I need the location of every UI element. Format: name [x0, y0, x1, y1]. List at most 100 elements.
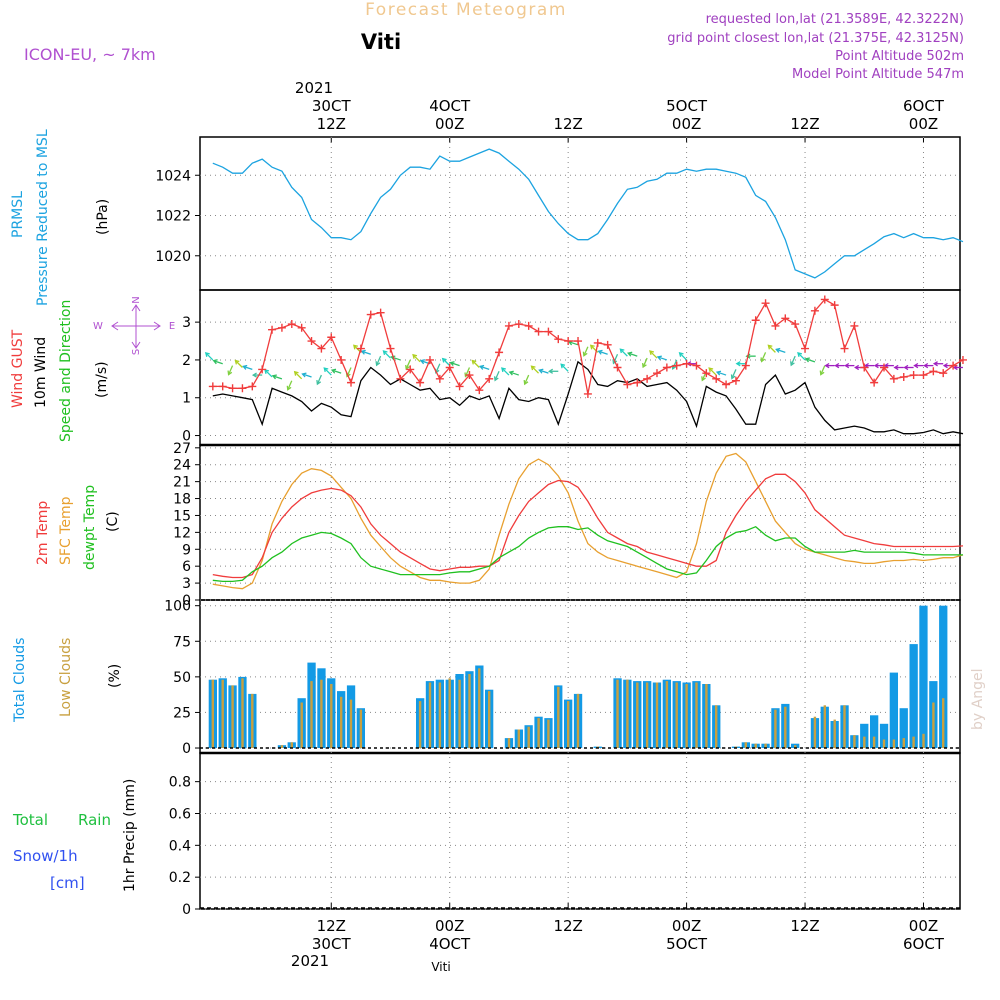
wind-speed-dir-label: Speed and Direction — [58, 300, 74, 442]
wind-direction-arrow — [376, 355, 382, 366]
wind-gust-marker — [485, 374, 494, 383]
compass-west: W — [93, 321, 103, 332]
wind-direction-arrow — [287, 380, 293, 390]
y-tick-label: 1020 — [155, 249, 191, 265]
low-clouds-bar — [833, 719, 836, 749]
low-clouds-bar — [922, 733, 925, 748]
bottom-time-label: 00Z — [909, 917, 938, 935]
top-time-label: 12Z — [553, 115, 582, 133]
wind-direction-arrow — [568, 341, 579, 346]
wind-direction-arrow — [442, 358, 451, 367]
wind-direction-arrow — [776, 348, 786, 353]
low-clouds-bar — [675, 682, 678, 748]
wind-direction-arrow — [302, 373, 312, 378]
wind-direction-arrow — [628, 352, 638, 357]
wind-arrow-head — [508, 370, 514, 376]
wind-arrow-head — [767, 344, 773, 350]
top-time-label: 00Z — [435, 115, 464, 133]
low-clouds-bar — [330, 684, 333, 748]
low-clouds-bar — [280, 745, 284, 748]
wind-gust-marker — [939, 369, 948, 378]
wind-arrow-head — [204, 351, 210, 357]
wind-arrow-head — [708, 367, 714, 373]
temp-unit: (C) — [105, 511, 121, 532]
precip-snow-label: Snow/1h — [13, 847, 78, 865]
bottom-date-label: 4OCT — [429, 935, 471, 953]
wind-unit: (m/s) — [94, 361, 110, 398]
wind-gust-marker — [583, 389, 592, 398]
wind-gust-marker — [771, 321, 780, 330]
wind-arrow-head — [775, 347, 781, 353]
top-date-label: 4OCT — [429, 97, 471, 115]
pressure-unit: (hPa) — [95, 199, 111, 235]
low-clouds-bar — [616, 679, 619, 748]
wind-gust-marker — [228, 384, 237, 393]
wind-gust-marker — [741, 361, 750, 370]
dewpoint-line — [212, 525, 963, 583]
wind-arrow-head — [932, 361, 938, 367]
wind-gust-marker — [870, 378, 879, 387]
wind-gust-marker — [435, 374, 444, 383]
low-clouds-bar — [251, 693, 254, 748]
y-tick-label: 24 — [173, 458, 191, 474]
total-clouds-label: Total Clouds — [12, 638, 28, 723]
y-tick-label: 27 — [173, 441, 191, 457]
wind-gust-marker — [347, 378, 356, 387]
low-clouds-bar — [685, 684, 688, 748]
wind-direction-arrow — [471, 360, 480, 368]
low-clouds-bar — [310, 681, 313, 748]
wind-gust-marker — [248, 382, 257, 391]
wind-arrow-head — [286, 385, 292, 391]
total-clouds-bar — [870, 715, 879, 748]
low-clouds-bar — [448, 678, 451, 748]
wind-direction-arrow — [598, 350, 608, 355]
y-tick-label: 0.2 — [169, 870, 191, 886]
wind-gust-marker — [880, 363, 888, 372]
wind-direction-arrow — [450, 361, 460, 367]
low-clouds-bar — [863, 736, 866, 748]
wind-gust-marker — [613, 363, 622, 372]
wind-direction-arrow — [820, 365, 826, 375]
low-clouds-bar — [231, 685, 234, 748]
top-time-label: 00Z — [909, 115, 938, 133]
wind-direction-arrow — [790, 355, 796, 366]
wind-gust-marker — [376, 308, 385, 317]
wind-arrow-head — [873, 362, 879, 369]
wind-gust-marker — [465, 371, 474, 380]
low-clouds-bar — [872, 736, 876, 748]
total-clouds-bar — [860, 723, 869, 748]
wind-direction-arrow — [243, 365, 253, 371]
total-clouds-bar — [899, 708, 908, 749]
low-clouds-bar — [932, 702, 935, 748]
low-clouds-bar — [340, 696, 343, 748]
y-tick-label: 3 — [182, 315, 191, 331]
low-clouds-bar — [428, 682, 432, 748]
wind-gust-marker — [731, 376, 740, 385]
wind-arrow-head — [641, 363, 647, 369]
wind-gust-marker — [564, 337, 573, 346]
top-time-label: 00Z — [672, 115, 701, 133]
top-date-label: 30CT — [312, 97, 352, 115]
total-clouds-bar — [909, 644, 918, 748]
low-clouds-bar — [655, 682, 659, 748]
wind-arrow-head — [530, 365, 536, 371]
temperature-panel: 2m Temp SFC Temp dewpt Temp (C) — [35, 485, 121, 570]
y-tick-label: 50 — [173, 670, 191, 686]
wind-gust-marker — [791, 320, 800, 329]
requested-coords: requested lon,lat (21.3589E, 42.3222N) — [706, 12, 964, 27]
wind-gust-marker — [593, 338, 602, 347]
y-tick-label: 15 — [173, 508, 191, 524]
wind-arrow-head — [479, 364, 485, 370]
wind-gust-marker — [307, 337, 316, 346]
low-clouds-bar — [942, 698, 945, 748]
wind-gust-marker — [475, 386, 484, 395]
wind-arrow-head — [582, 351, 588, 357]
panel-frame — [199, 289, 961, 446]
low-clouds-bar — [547, 719, 550, 749]
wind-arrow-head — [330, 368, 337, 374]
panel-frame — [199, 136, 961, 291]
wind-gust-marker — [712, 374, 721, 383]
wind-direction-arrow — [383, 350, 391, 359]
wind-gust-marker — [603, 340, 612, 349]
